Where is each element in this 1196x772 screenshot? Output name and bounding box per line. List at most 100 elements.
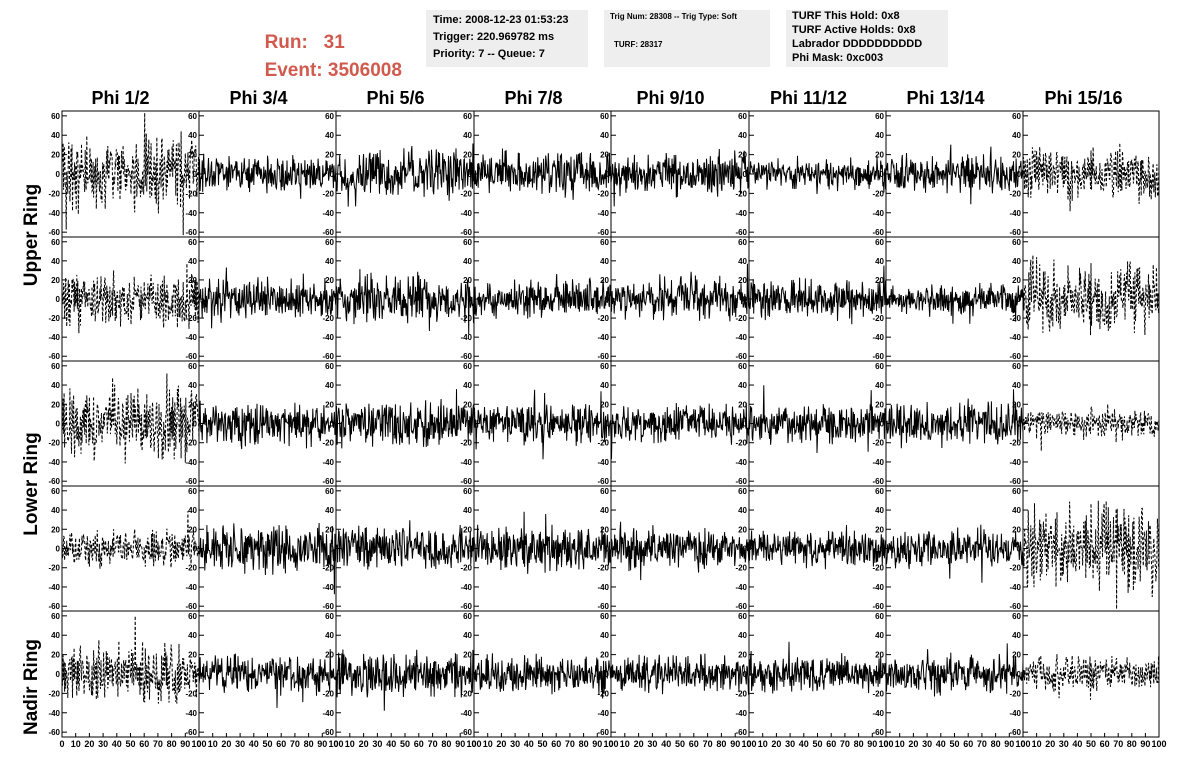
waveform-r2-c4 [610, 402, 750, 460]
y-tick-label-r4-c6-2: 20 [875, 651, 884, 660]
x-tick-label-c6-3: 30 [922, 739, 932, 749]
y-tick-label-r0-c5-6: -60 [735, 228, 747, 237]
x-tick-label-c3-9: 90 [592, 739, 602, 749]
y-tick-label-r4-c1-1: 40 [188, 631, 197, 640]
y-tick-label-r1-c5-0: 60 [738, 238, 747, 247]
y-tick-label-r0-c5-5: -40 [735, 209, 747, 218]
y-tick-label-r2-c0-6: -60 [48, 477, 60, 486]
x-tick-label-c0-1: 10 [71, 739, 81, 749]
y-tick-label-r3-c3-3: 0 [468, 545, 473, 554]
y-tick-label-r2-c3-0: 60 [463, 362, 472, 371]
waveform-r1-c7 [1022, 255, 1160, 336]
y-tick-label-r2-c3-3: 0 [468, 420, 473, 429]
x-tick-label-c0-0: 0 [59, 739, 64, 749]
column-heading-phi-1-2: Phi 1/2 [91, 88, 150, 108]
y-tick-label-r3-c6-0: 60 [875, 487, 884, 496]
x-tick-label-c5-10: 100 [878, 739, 893, 749]
y-tick-label-r4-c4-4: -20 [597, 689, 609, 698]
y-tick-label-r2-c4-5: -40 [597, 458, 609, 467]
x-tick-label-c5-3: 30 [785, 739, 795, 749]
y-tick-label-r1-c4-1: 40 [600, 257, 609, 266]
y-tick-label-r3-c5-3: 0 [743, 545, 748, 554]
y-tick-label-r0-c2-6: -60 [322, 228, 334, 237]
priority-text: Priority: 7 -- Queue: 7 [433, 48, 545, 60]
column-heading-phi-15-16: Phi 15/16 [1044, 88, 1123, 108]
y-tick-label-r0-c4-2: 20 [600, 151, 609, 160]
y-tick-label-r2-c2-2: 20 [325, 400, 334, 409]
x-tick-label-c4-1: 10 [620, 739, 630, 749]
turf-text: TURF: 28317 [614, 40, 663, 49]
run-value: 31 [323, 32, 345, 53]
y-tick-label-r0-c0-2: 20 [51, 151, 60, 160]
x-tick-label-c1-3: 30 [235, 739, 245, 749]
y-tick-label-r3-c4-2: 20 [600, 525, 609, 534]
y-tick-label-r2-c7-0: 60 [1012, 362, 1021, 371]
y-tick-label-r2-c3-1: 40 [463, 381, 472, 390]
turf-active-holds-text: TURF Active Holds: 0x8 [792, 24, 916, 36]
y-tick-label-r4-c1-2: 20 [188, 651, 197, 660]
y-tick-label-r0-c1-6: -60 [185, 228, 197, 237]
x-tick-label-c5-5: 50 [812, 739, 822, 749]
waveform-r4-c7 [1022, 654, 1160, 700]
y-tick-label-r3-c4-1: 40 [600, 506, 609, 515]
y-tick-label-r4-c6-3: 0 [880, 670, 885, 679]
x-tick-label-c0-2: 20 [84, 739, 94, 749]
y-tick-label-r4-c0-4: -20 [48, 689, 60, 698]
trigger-text: Trigger: 220.969782 ms [433, 31, 555, 43]
y-tick-label-r0-c2-1: 40 [325, 131, 334, 140]
waveform-r3-c7 [1022, 500, 1160, 610]
y-tick-label-r0-c3-5: -40 [460, 209, 472, 218]
y-tick-label-r4-c4-1: 40 [600, 631, 609, 640]
y-tick-label-r2-c5-0: 60 [738, 362, 747, 371]
y-tick-label-r1-c2-3: 0 [330, 295, 335, 304]
y-tick-label-r0-c1-0: 60 [188, 112, 197, 121]
y-tick-label-r3-c2-2: 20 [325, 525, 334, 534]
x-tick-label-c1-4: 40 [249, 739, 259, 749]
y-tick-label-r1-c1-0: 60 [188, 238, 197, 247]
x-tick-label-c0-8: 80 [167, 739, 177, 749]
y-tick-label-r2-c4-1: 40 [600, 381, 609, 390]
x-tick-label-c2-1: 10 [345, 739, 355, 749]
y-tick-label-r2-c5-6: -60 [735, 477, 747, 486]
y-tick-label-r4-c2-4: -20 [322, 689, 334, 698]
waveform-r2-c5 [748, 385, 887, 454]
waveform-r3-c1 [198, 522, 337, 595]
y-tick-label-r3-c4-0: 60 [600, 487, 609, 496]
waveform-r1-c1 [198, 267, 337, 329]
y-tick-label-r4-c5-5: -40 [735, 709, 747, 718]
y-tick-label-r0-c6-6: -60 [872, 228, 884, 237]
x-tick-label-c4-3: 30 [647, 739, 657, 749]
y-tick-label-r0-c3-6: -60 [460, 228, 472, 237]
waveform-r2-c1 [198, 400, 337, 450]
y-tick-label-r2-c3-5: -40 [460, 458, 472, 467]
x-tick-label-c3-1: 10 [483, 739, 493, 749]
y-tick-label-r3-c4-3: 0 [605, 545, 610, 554]
y-tick-label-r0-c1-4: -20 [185, 189, 197, 198]
y-tick-label-r3-c3-5: -40 [460, 583, 472, 592]
x-tick-label-c0-6: 60 [139, 739, 149, 749]
y-tick-label-r3-c4-6: -60 [597, 602, 609, 611]
y-tick-label-r0-c3-4: -20 [460, 189, 472, 198]
waveform-r2-c2 [335, 389, 475, 449]
y-tick-label-r1-c4-3: 0 [605, 295, 610, 304]
y-tick-label-r3-c2-3: 0 [330, 545, 335, 554]
y-tick-label-r3-c1-5: -40 [185, 583, 197, 592]
y-tick-label-r2-c0-2: 20 [51, 400, 60, 409]
y-tick-label-r4-c5-2: 20 [738, 651, 747, 660]
waveform-r0-c7 [1022, 142, 1160, 212]
y-tick-label-r3-c1-3: 0 [193, 545, 198, 554]
column-heading-phi-13-14: Phi 13/14 [906, 88, 985, 108]
y-tick-label-r1-c1-1: 40 [188, 257, 197, 266]
x-tick-label-c3-2: 20 [496, 739, 506, 749]
y-tick-label-r4-c4-2: 20 [600, 651, 609, 660]
y-tick-label-r3-c5-6: -60 [735, 602, 747, 611]
y-tick-label-r1-c4-6: -60 [597, 352, 609, 361]
y-tick-label-r4-c4-0: 60 [600, 612, 609, 621]
y-tick-label-r3-c6-4: -20 [872, 564, 884, 573]
y-tick-label-r4-c1-6: -60 [185, 728, 197, 737]
event-label: Event: [264, 60, 323, 81]
y-tick-label-r0-c0-6: -60 [48, 228, 60, 237]
x-tick-label-c6-0: 0 [883, 739, 888, 749]
y-tick-label-r2-c0-5: -40 [48, 458, 60, 467]
